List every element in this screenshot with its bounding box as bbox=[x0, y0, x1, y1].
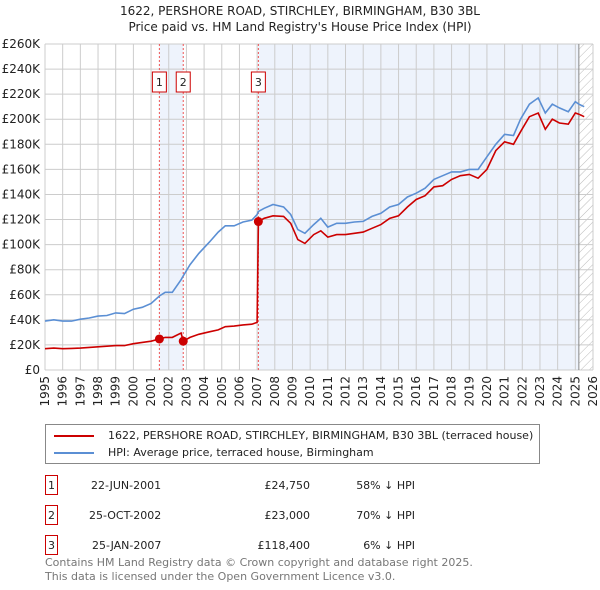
ownership-shade bbox=[258, 44, 579, 370]
sale-point bbox=[178, 336, 188, 346]
x-tick-label: 2017 bbox=[427, 376, 441, 407]
transaction-row: 2 25-OCT-2002 £23,000 70% ↓ HPI bbox=[45, 505, 445, 527]
y-tick-label: £40K bbox=[9, 313, 41, 327]
sale-badge bbox=[250, 71, 266, 93]
transaction-badge: 1 bbox=[45, 475, 58, 495]
hpi-line bbox=[44, 96, 585, 322]
legend-swatch-blue bbox=[54, 452, 94, 454]
legend-label-property: 1622, PERSHORE ROAD, STIRCHLEY, BIRMINGH… bbox=[108, 429, 534, 442]
x-tick-label: 2020 bbox=[480, 376, 494, 407]
x-tick-label: 2014 bbox=[374, 376, 388, 407]
y-tick-label: £20K bbox=[9, 338, 41, 352]
x-tick-label: 2019 bbox=[462, 376, 476, 407]
x-tick-label: 2007 bbox=[250, 376, 264, 407]
transaction-price: £24,750 bbox=[264, 479, 311, 492]
transaction-date: 25-JAN-2007 bbox=[92, 539, 162, 552]
transaction-badge: 3 bbox=[45, 535, 58, 555]
sale-badge-label: 3 bbox=[255, 76, 262, 89]
x-tick-label: 1999 bbox=[109, 376, 123, 407]
chart-title: 1622, PERSHORE ROAD, STIRCHLEY, BIRMINGH… bbox=[120, 4, 480, 18]
x-tick-label: 2015 bbox=[392, 376, 406, 407]
y-tick-label: £220K bbox=[2, 87, 42, 101]
x-tick-label: 2004 bbox=[197, 376, 211, 407]
y-tick-label: £0 bbox=[25, 363, 40, 377]
y-tick-label: £80K bbox=[9, 263, 41, 277]
transaction-price: £118,400 bbox=[257, 539, 311, 552]
footer-notice: Contains HM Land Registry data © Crown c… bbox=[45, 556, 473, 584]
y-tick-label: £140K bbox=[2, 187, 42, 201]
sale-point bbox=[154, 334, 164, 344]
legend-label-hpi: HPI: Average price, terraced house, Birm… bbox=[108, 446, 374, 459]
chart-subtitle: Price paid vs. HM Land Registry's House … bbox=[128, 20, 471, 34]
x-tick-label: 2011 bbox=[321, 376, 335, 407]
y-tick-label: £180K bbox=[2, 137, 42, 151]
transaction-hpi-diff: 6% ↓ HPI bbox=[363, 539, 415, 552]
forecast-hatch bbox=[578, 44, 593, 370]
x-tick-label: 1997 bbox=[73, 376, 87, 407]
x-tick-label: 2001 bbox=[144, 376, 158, 407]
y-tick-label: £120K bbox=[2, 213, 42, 227]
transaction-price: £23,000 bbox=[264, 509, 311, 522]
transaction-row: 3 25-JAN-2007 £118,400 6% ↓ HPI bbox=[45, 535, 445, 557]
y-tick-label: £260K bbox=[2, 37, 42, 51]
x-tick-label: 2012 bbox=[339, 376, 353, 407]
x-tick-label: 2026 bbox=[586, 376, 600, 407]
x-tick-label: 1998 bbox=[91, 376, 105, 407]
y-tick-label: £240K bbox=[2, 62, 42, 76]
y-tick-label: £200K bbox=[2, 112, 42, 126]
property-price-line bbox=[44, 111, 585, 350]
price-chart: 1622, PERSHORE ROAD, STIRCHLEY, BIRMINGH… bbox=[2, 4, 600, 407]
transaction-date: 25-OCT-2002 bbox=[89, 509, 162, 522]
x-tick-label: 2016 bbox=[409, 376, 423, 407]
sale-badge-label: 2 bbox=[180, 76, 187, 89]
sale-badge-label: 1 bbox=[156, 76, 163, 89]
sale-badge bbox=[175, 71, 191, 93]
x-tick-label: 2003 bbox=[179, 376, 193, 407]
x-tick-label: 2023 bbox=[533, 376, 547, 407]
x-tick-label: 2009 bbox=[285, 376, 299, 407]
x-tick-label: 2013 bbox=[356, 376, 370, 407]
transaction-row: 1 22-JUN-2001 £24,750 58% ↓ HPI bbox=[45, 475, 445, 497]
legend-item-property: 1622, PERSHORE ROAD, STIRCHLEY, BIRMINGH… bbox=[54, 429, 533, 443]
y-tick-label: £160K bbox=[2, 162, 42, 176]
transaction-hpi-diff: 70% ↓ HPI bbox=[356, 509, 415, 522]
x-tick-label: 2022 bbox=[515, 376, 529, 407]
x-tick-label: 2005 bbox=[215, 376, 229, 407]
y-tick-label: £60K bbox=[9, 288, 41, 302]
transaction-hpi-diff: 58% ↓ HPI bbox=[356, 479, 415, 492]
x-tick-label: 2024 bbox=[551, 376, 565, 407]
transaction-date: 22-JUN-2001 bbox=[91, 479, 162, 492]
chart-legend: 1622, PERSHORE ROAD, STIRCHLEY, BIRMINGH… bbox=[45, 424, 540, 464]
x-tick-label: 1995 bbox=[38, 376, 52, 407]
x-tick-label: 1996 bbox=[56, 376, 70, 407]
legend-swatch-red bbox=[54, 435, 94, 437]
sale-point bbox=[253, 217, 263, 227]
ownership-shade bbox=[159, 44, 184, 370]
transaction-badge: 2 bbox=[45, 505, 58, 525]
x-tick-label: 2018 bbox=[445, 376, 459, 407]
x-tick-label: 2010 bbox=[303, 376, 317, 407]
x-tick-label: 2002 bbox=[162, 376, 176, 407]
sale-badge bbox=[151, 71, 167, 93]
footer-line-2: This data is licensed under the Open Gov… bbox=[45, 570, 396, 583]
footer-line-1: Contains HM Land Registry data © Crown c… bbox=[45, 556, 473, 569]
x-tick-label: 2021 bbox=[498, 376, 512, 407]
y-tick-label: £100K bbox=[2, 238, 42, 252]
x-tick-label: 2008 bbox=[268, 376, 282, 407]
legend-item-hpi: HPI: Average price, terraced house, Birm… bbox=[54, 446, 374, 460]
x-tick-label: 2025 bbox=[568, 376, 582, 407]
x-tick-label: 2000 bbox=[126, 376, 140, 407]
x-tick-label: 2006 bbox=[232, 376, 246, 407]
